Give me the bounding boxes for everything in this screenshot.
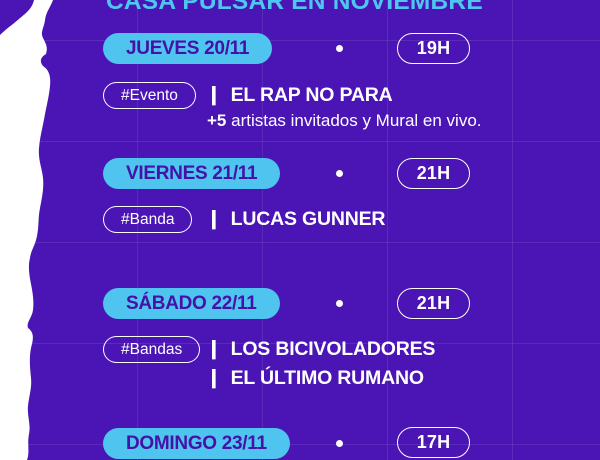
separator-dot [336, 440, 343, 447]
tag-label: #Banda [121, 210, 175, 228]
torn-paper-edge [0, 0, 53, 460]
date-label: DOMINGO 23/11 [126, 432, 267, 454]
tag-label: #Bandas [121, 340, 183, 358]
time-pill-viernes: 21H [397, 158, 470, 189]
time-pill-jueves: 19H [397, 33, 470, 64]
act-name: LOS BICIVOLADORES [230, 338, 436, 360]
page-title: CASA PULSAR EN NOVIEMBRE [106, 0, 483, 15]
act-row: | LOS BICIVOLADORES [209, 336, 436, 363]
date-pill-jueves: JUEVES 20/11 [103, 33, 273, 64]
act-row: | EL RAP NO PARA [209, 82, 393, 109]
divider-bar: | [209, 338, 218, 360]
time-label: 21H [416, 163, 451, 183]
tag-label: #Evento [121, 86, 178, 104]
act-name: LUCAS GUNNER [230, 208, 386, 230]
time-pill-domingo: 17H [397, 427, 470, 458]
time-pill-sabado: 21H [397, 288, 470, 319]
divider-bar: | [209, 367, 218, 389]
act-name: EL RAP NO PARA [230, 84, 393, 106]
date-pill-domingo: DOMINGO 23/11 [103, 428, 290, 459]
note-highlight: +5 [207, 111, 227, 130]
tag-pill-evento: #Evento [103, 82, 196, 109]
event-note: +5 artistas invitados y Mural en vivo. [207, 111, 482, 131]
divider-bar: | [209, 208, 218, 230]
tag-pill-bandas: #Bandas [103, 336, 201, 363]
act-row: | LUCAS GUNNER [209, 206, 386, 233]
date-pill-sabado: SÁBADO 22/11 [103, 288, 280, 319]
separator-dot [336, 45, 343, 52]
separator-dot [336, 300, 343, 307]
act-row: | EL ÚLTIMO RUMANO [209, 365, 424, 392]
note-text: artistas invitados y Mural en vivo. [226, 111, 482, 130]
time-label: 21H [416, 293, 451, 313]
date-pill-viernes: VIERNES 21/11 [103, 158, 281, 189]
divider-bar: | [209, 84, 218, 106]
act-name: EL ÚLTIMO RUMANO [230, 367, 424, 389]
time-label: 17H [416, 432, 451, 452]
date-label: SÁBADO 22/11 [126, 292, 257, 314]
date-label: VIERNES 21/11 [126, 162, 258, 184]
separator-dot [336, 170, 343, 177]
date-label: JUEVES 20/11 [126, 37, 250, 59]
time-label: 19H [416, 38, 451, 58]
tag-pill-banda: #Banda [103, 206, 193, 233]
